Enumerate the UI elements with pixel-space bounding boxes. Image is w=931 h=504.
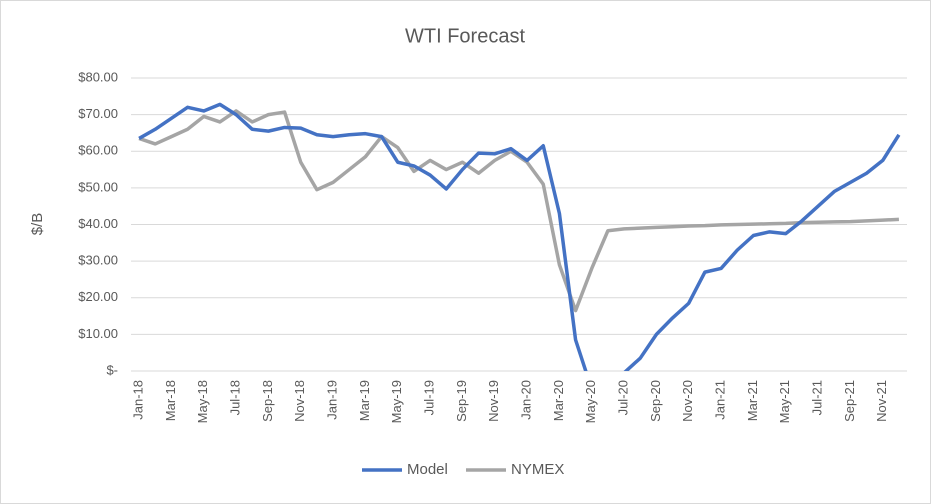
x-tick-label: Jan-19 <box>325 380 340 420</box>
x-tick-label: Sep-18 <box>260 380 275 422</box>
x-tick-label: Jan-18 <box>131 380 146 420</box>
y-axis-label: $/B <box>29 213 46 236</box>
x-tick-label: Jul-19 <box>422 380 437 415</box>
x-tick-label: Sep-21 <box>842 380 857 422</box>
y-tick-label: $60.00 <box>78 143 118 158</box>
x-tick-label: Sep-20 <box>648 380 663 422</box>
x-tick-label: May-21 <box>777 380 792 423</box>
chart-title: WTI Forecast <box>405 25 525 47</box>
legend-label: NYMEX <box>511 461 564 478</box>
y-tick-label: $- <box>106 362 118 377</box>
x-tick-label: Jul-18 <box>228 380 243 415</box>
x-tick-label: Jan-20 <box>519 380 534 420</box>
x-tick-label: Jan-21 <box>713 380 728 420</box>
y-tick-label: $80.00 <box>78 69 118 84</box>
x-tick-label: May-19 <box>389 380 404 423</box>
x-tick-label: Jul-20 <box>616 380 631 415</box>
line-series <box>138 102 901 371</box>
y-tick-label: $30.00 <box>78 253 118 268</box>
y-tick-label: $40.00 <box>78 216 118 231</box>
x-tick-label: Mar-19 <box>357 380 372 421</box>
x-tick-label: Mar-21 <box>745 380 760 421</box>
y-tick-label: $10.00 <box>78 326 118 341</box>
y-tick-label: $70.00 <box>78 106 118 121</box>
x-tick-label: May-18 <box>195 380 210 423</box>
x-tick-label: Nov-21 <box>874 380 889 422</box>
x-tick-label: Jul-21 <box>810 380 825 415</box>
x-tick-label: Mar-20 <box>551 380 566 421</box>
y-tick-label: $20.00 <box>78 289 118 304</box>
y-tick-label: $50.00 <box>78 179 118 194</box>
x-tick-label: Nov-20 <box>680 380 695 422</box>
x-tick-label: Nov-18 <box>292 380 307 422</box>
x-tick-label: Mar-18 <box>163 380 178 421</box>
x-tick-label: Nov-19 <box>486 380 501 422</box>
legend-label: Model <box>407 461 448 478</box>
line-series <box>138 109 899 313</box>
x-tick-label: May-20 <box>583 380 598 423</box>
x-tick-label: Sep-19 <box>454 380 469 422</box>
